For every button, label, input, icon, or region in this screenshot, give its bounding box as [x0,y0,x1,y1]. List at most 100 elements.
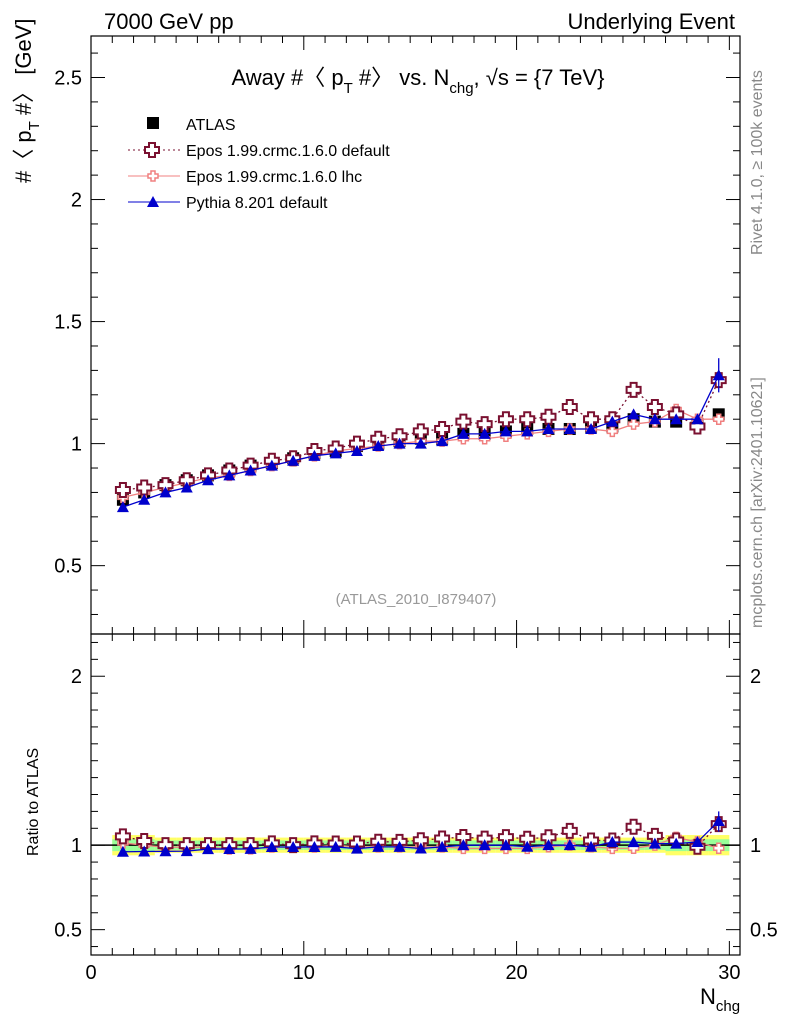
ratio-point-pythia-16 [457,839,470,851]
y-tick-label-4: 2.5 [54,67,82,89]
point-pythia-21 [563,422,576,434]
ratio-point-epos_default-19 [519,830,536,847]
point-pythia-2 [159,486,172,498]
point-pythia-24 [627,408,640,420]
point-pythia-6 [244,464,257,476]
ratio-point-pythia-19 [521,840,534,852]
ratio-point-pythia-18 [499,839,512,851]
y-tick-label-3: 2 [71,190,82,212]
side-rivet-text: Rivet 4.1.0, ≥ 100k events [749,70,766,255]
ratio-point-pythia-24 [627,836,640,848]
y-tick-label-2: 1.5 [54,312,82,334]
title-mid: #〉 vs. N [353,65,450,90]
point-pythia-8 [287,454,300,466]
ratio-point-epos_default-14 [412,832,429,849]
legend-marker-epos-default [144,142,160,158]
point-pythia-25 [648,413,661,425]
ratio-point-pythia-23 [606,836,619,848]
point-pythia-15 [436,435,449,447]
ratio-point-pythia-14 [414,842,427,854]
title-sub-chg: chg [449,80,473,97]
title-tail: , √s = {7 TeV} [474,65,605,90]
legend-label-epos-lhc: Epos 1.99.crmc.1.6.0 lhc [186,169,362,186]
ratio-point-pythia-25 [648,837,661,849]
x-axis-label: Nchg [700,984,740,1015]
point-pythia-3 [180,481,193,493]
point-pythia-27 [691,413,704,425]
header-right: Underlying Event [567,9,735,34]
ratio-point-pythia-0 [116,845,129,857]
ratio-point-pythia-26 [670,837,683,849]
legend-label-epos-default: Epos 1.99.crmc.1.6.0 default [186,143,390,160]
ratio-y-tick-label-right-1: 1 [750,835,761,857]
title-sub-pt: T [344,80,353,97]
header-left: 7000 GeV pp [104,9,234,34]
legend-label-pythia: Pythia 8.201 default [186,195,328,212]
point-epos_default-24 [625,381,642,398]
ratio-y-tick-label-left-1: 1 [71,835,82,857]
ratio-point-pythia-2 [159,845,172,857]
ratio-point-pythia-3 [180,845,193,857]
ratio-point-pythia-5 [223,842,236,854]
ratio-series-layer [114,811,727,857]
title-main: Away #〈 p [232,65,344,90]
point-pythia-14 [414,437,427,449]
point-epos_default-1 [136,479,153,496]
point-pythia-26 [670,413,683,425]
point-pythia-18 [499,425,512,437]
point-pythia-23 [606,415,619,427]
ratio-point-pythia-27 [691,836,704,848]
xlabel-sub: chg [716,998,740,1015]
ratio-y-tick-label-left-0: 0.5 [54,920,82,942]
axis-tick-labels: 0 10 20 30 0.5 1 1.5 2 2.5 0.5 0.5 1 1 2 2 [54,67,778,984]
point-epos_lhc-23 [606,425,619,438]
legend-marker-pythia [147,196,159,207]
point-epos_default-20 [540,408,557,425]
ratio-point-pythia-15 [436,840,449,852]
y-tick-label-0: 0.5 [54,556,82,578]
legend-marker-atlas [147,117,159,129]
ratio-point-pythia-6 [244,842,257,854]
point-epos_default-14 [412,423,429,440]
ratio-point-pythia-17 [478,839,491,851]
point-epos_default-22 [583,411,600,428]
ratio-point-epos_default-20 [540,829,557,846]
legend-marker-epos-lhc [147,170,159,182]
ratio-y-tick-label-right-0: 0.5 [750,920,778,942]
point-pythia-10 [329,447,342,459]
axis-ticks [90,36,740,955]
ratio-plot-frame [90,633,741,956]
point-pythia-11 [350,444,363,456]
point-pythia-12 [372,440,385,452]
ratio-point-epos_default-16 [455,829,472,846]
point-pythia-13 [393,437,406,449]
ylabel-main: #〈 p [11,130,36,183]
xlabel-main: N [700,984,716,1009]
point-epos_default-16 [455,413,472,430]
analysis-watermark: (ATLAS_2010_I879407) [336,591,497,608]
ratio-point-epos_default-21 [561,822,578,839]
ratio-point-pythia-9 [308,840,321,852]
ratio-y-axis-label: Ratio to ATLAS [25,748,42,856]
point-epos_lhc-28 [712,413,725,425]
point-pythia-9 [308,449,321,461]
x-tick-label-1: 10 [293,962,315,984]
legend: ATLAS Epos 1.99.crmc.1.6.0 default Epos … [128,117,390,212]
point-epos_default-0 [114,481,131,498]
main-series-layer [114,358,727,513]
ratio-point-epos_default-0 [114,828,131,845]
ratio-y-tick-label-right-2: 2 [750,666,761,688]
point-pythia-19 [521,425,534,437]
ratio-point-pythia-10 [329,840,342,852]
point-epos_default-21 [561,399,578,416]
point-pythia-20 [542,422,555,434]
ratio-point-epos_default-24 [625,818,642,835]
point-epos_default-18 [497,411,514,428]
x-tick-label-0: 0 [85,962,96,984]
ratio-point-pythia-22 [585,840,598,852]
point-pythia-17 [478,427,491,439]
ratio-point-pythia-7 [265,841,278,853]
point-epos_default-25 [646,399,663,416]
point-epos_default-19 [519,411,536,428]
